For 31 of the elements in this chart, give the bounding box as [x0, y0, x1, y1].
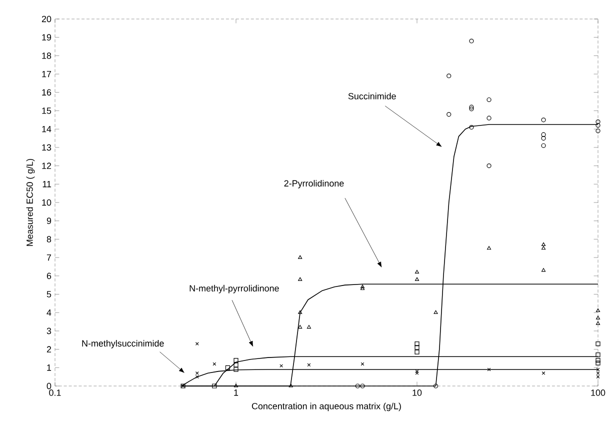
y-tick-label: 18	[42, 52, 52, 59]
x-tick-label: 10	[412, 390, 422, 396]
y-tick-label: 2	[46, 346, 52, 352]
y-tick-label: 16	[42, 89, 52, 96]
y-tick-label: 13	[42, 144, 52, 151]
annotation: N-methylsuccinimide	[82, 340, 164, 348]
y-tick-label: 14	[42, 126, 52, 132]
x-tick-label: 0.1	[49, 390, 61, 396]
y-tick-label: 4	[46, 310, 52, 316]
y-tick-label: 17	[42, 70, 52, 78]
y-tick-label: 5	[46, 291, 52, 298]
y-tick-label: 12	[42, 162, 52, 169]
x-tick-label: 1	[234, 390, 238, 396]
y-tick-label: 1	[47, 364, 52, 371]
y-tick-label: 6	[46, 272, 52, 280]
x-tick-label: 100	[591, 390, 606, 396]
annotation: 2-Pyrrolidinone	[284, 180, 344, 188]
y-axis-title: Measured EC50 ( g/L)	[26, 158, 35, 246]
y-tick-label: 9	[46, 218, 52, 224]
y-tick-label: 3	[46, 328, 52, 334]
y-tick-label: 15	[42, 108, 52, 114]
annotation: N-methyl-pyrrolidinone	[190, 284, 279, 294]
annotation: Succinimide	[348, 92, 396, 100]
y-tick-label: 7	[46, 254, 52, 261]
y-tick-label: 8	[46, 236, 52, 242]
y-tick-label: 10	[42, 199, 52, 206]
y-tick-label: 0	[46, 382, 52, 390]
y-tick-label: 11	[42, 181, 52, 188]
x-axis-title: Concentration in aqueous matrix (g/L)	[252, 402, 401, 412]
y-tick-label: 20	[42, 16, 52, 22]
y-tick-label: 19	[42, 34, 52, 41]
